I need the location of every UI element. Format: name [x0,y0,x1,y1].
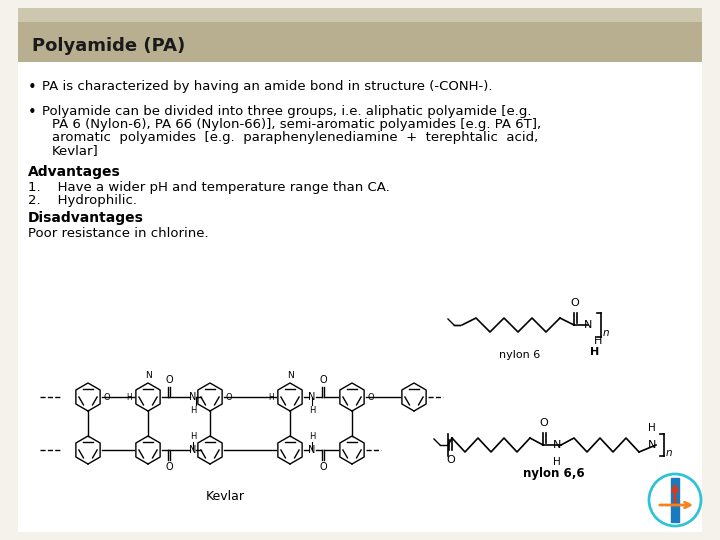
Text: H: H [126,393,132,402]
Text: O: O [319,375,327,385]
Text: Polyamide (PA): Polyamide (PA) [32,37,185,55]
Text: n: n [603,328,610,338]
Text: H: H [553,457,561,467]
Text: H: H [648,423,656,433]
Text: 2.    Hydrophilic.: 2. Hydrophilic. [28,194,137,207]
Text: N: N [189,392,197,402]
Text: aromatic  polyamides  [e.g.  paraphenylenediamine  +  terephtalic  acid,: aromatic polyamides [e.g. paraphenylened… [52,131,539,144]
Text: H: H [190,432,196,441]
Text: O: O [368,393,374,402]
Text: N: N [648,440,656,450]
Text: Polyamide can be divided into three groups, i.e. aliphatic polyamide [e.g.: Polyamide can be divided into three grou… [42,105,531,118]
Text: H: H [309,432,315,441]
Text: Kevlar: Kevlar [205,490,245,503]
Text: PA is characterized by having an amide bond in structure (-CONH-).: PA is characterized by having an amide b… [42,80,492,93]
Text: N: N [553,440,561,450]
Text: O: O [165,462,173,472]
Text: H: H [594,336,602,346]
Text: •: • [28,105,37,120]
Bar [671,478,679,522]
Text: H: H [309,406,315,415]
Text: Kevlar]: Kevlar] [52,144,99,157]
Text: Disadvantages: Disadvantages [28,211,144,225]
Text: O: O [226,393,233,402]
Text: N: N [189,445,197,455]
Text: N: N [308,445,315,455]
Text: H: H [269,393,274,402]
Text: n: n [666,448,672,458]
Text: H: H [590,347,600,357]
Text: 1.    Have a wider pH and temperature range than CA.: 1. Have a wider pH and temperature range… [28,181,390,194]
Text: O: O [539,418,549,428]
Text: nylon 6,6: nylon 6,6 [523,467,585,480]
Circle shape [649,474,701,526]
Text: H: H [190,406,196,415]
Text: O: O [104,393,111,402]
Text: O: O [165,375,173,385]
Text: Poor resistance in chlorine.: Poor resistance in chlorine. [28,227,209,240]
Text: N: N [584,320,592,330]
FancyBboxPatch shape [18,8,702,22]
Text: •: • [28,80,37,95]
FancyBboxPatch shape [18,8,702,532]
Text: nylon 6: nylon 6 [499,350,540,360]
FancyBboxPatch shape [18,22,702,62]
Text: O: O [319,462,327,472]
Text: PA 6 (Nylon-6), PA 66 (Nylon-66)], semi-aromatic polyamides [e.g. PA 6T],: PA 6 (Nylon-6), PA 66 (Nylon-66)], semi-… [52,118,541,131]
Text: N: N [287,371,293,380]
Text: N: N [308,392,315,402]
Text: O: O [446,455,455,465]
Text: N: N [145,371,151,380]
Text: Advantages: Advantages [28,165,121,179]
Text: O: O [571,298,580,308]
